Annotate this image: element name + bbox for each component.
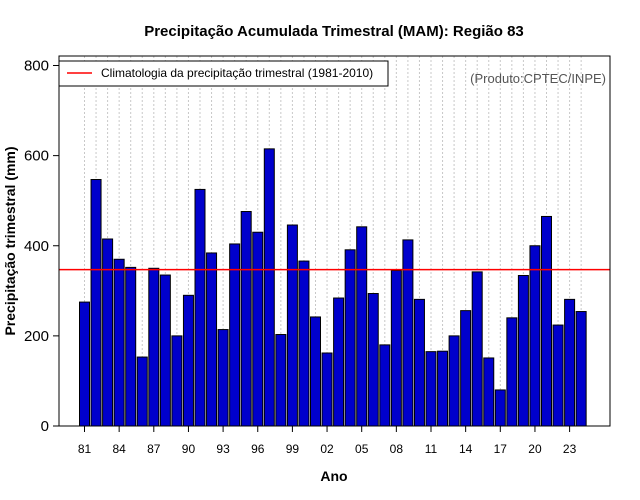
bar-18 xyxy=(506,317,518,427)
y-axis-label: Precipitação trimestral (mm) xyxy=(2,146,18,335)
bar-01 xyxy=(310,316,321,427)
y-tick-label-400: 400 xyxy=(24,238,49,255)
y-tick-label-0: 0 xyxy=(41,418,49,435)
bar-06 xyxy=(367,293,379,427)
plot-border xyxy=(58,55,611,427)
bar-00 xyxy=(298,260,310,427)
bar-99 xyxy=(286,224,298,427)
bar-92 xyxy=(206,252,218,427)
bar-95 xyxy=(240,211,252,427)
bar-14 xyxy=(460,310,472,427)
bar-83 xyxy=(102,238,114,427)
bar-88 xyxy=(159,274,171,427)
x-tick-label-99: 99 xyxy=(286,442,300,456)
y-axis: 0 200 400 600 800 xyxy=(24,58,59,435)
x-tick-label-20: 20 xyxy=(528,442,542,456)
legend: Climatologia da precipitação trimestral … xyxy=(58,60,389,87)
y-tick-label-600: 600 xyxy=(24,148,49,165)
bar-98 xyxy=(275,334,287,427)
bar-17 xyxy=(494,389,506,427)
bar-87 xyxy=(148,267,160,427)
bar-97 xyxy=(263,148,275,427)
bar-94 xyxy=(229,243,241,427)
bar-15 xyxy=(471,271,483,427)
legend-label: Climatologia da precipitação trimestral … xyxy=(101,66,373,80)
bar-82 xyxy=(90,179,102,427)
bar-85 xyxy=(125,266,137,427)
bar-91 xyxy=(194,188,206,427)
bar-08 xyxy=(390,270,402,427)
bar-86 xyxy=(136,356,148,427)
bar-89 xyxy=(171,335,183,427)
legend-box xyxy=(58,60,389,87)
bar-13 xyxy=(448,335,460,427)
x-axis: 81 84 87 90 93 96 99 02 05 08 11 14 17 20 23 xyxy=(78,426,577,456)
bars xyxy=(79,148,587,427)
x-tick-label-02: 02 xyxy=(320,442,334,456)
x-tick-label-96: 96 xyxy=(251,442,265,456)
bar-90 xyxy=(182,294,194,427)
x-tick-label-93: 93 xyxy=(216,442,230,456)
bar-03 xyxy=(333,297,345,427)
bar-07 xyxy=(379,344,391,427)
x-tick-label-23: 23 xyxy=(563,442,577,456)
x-tick-label-08: 08 xyxy=(390,442,404,456)
bar-16 xyxy=(483,357,495,427)
x-tick-label-17: 17 xyxy=(494,442,508,456)
bar-81 xyxy=(79,301,90,427)
bar-93 xyxy=(217,329,229,427)
bar-22 xyxy=(552,324,564,427)
x-tick-label-84: 84 xyxy=(112,442,126,456)
bar-96 xyxy=(252,231,264,427)
bar-02 xyxy=(321,352,333,427)
x-tick-label-05: 05 xyxy=(355,442,369,456)
y-tick-label-200: 200 xyxy=(24,328,49,345)
bar-24 xyxy=(575,311,587,427)
bar-23 xyxy=(564,298,576,427)
bar-84 xyxy=(113,258,125,427)
x-tick-label-81: 81 xyxy=(78,442,92,456)
bar-05 xyxy=(356,226,368,427)
source-label: (Produto:CPTEC/INPE) xyxy=(470,71,606,86)
bar-11 xyxy=(425,351,437,427)
bar-19 xyxy=(517,274,529,427)
y-tick-label-800: 800 xyxy=(24,58,49,75)
bar-10 xyxy=(413,298,425,427)
bar-20 xyxy=(529,245,541,427)
bar-21 xyxy=(541,215,552,427)
x-tick-label-87: 87 xyxy=(147,442,161,456)
x-tick-label-14: 14 xyxy=(459,442,473,456)
bar-09 xyxy=(402,239,414,427)
x-axis-label: Ano xyxy=(320,468,347,484)
bar-12 xyxy=(437,350,449,427)
chart-title: Precipitação Acumulada Trimestral (MAM):… xyxy=(144,23,524,40)
x-tick-label-90: 90 xyxy=(182,442,196,456)
bar-04 xyxy=(344,249,356,427)
x-tick-label-11: 11 xyxy=(425,442,438,456)
